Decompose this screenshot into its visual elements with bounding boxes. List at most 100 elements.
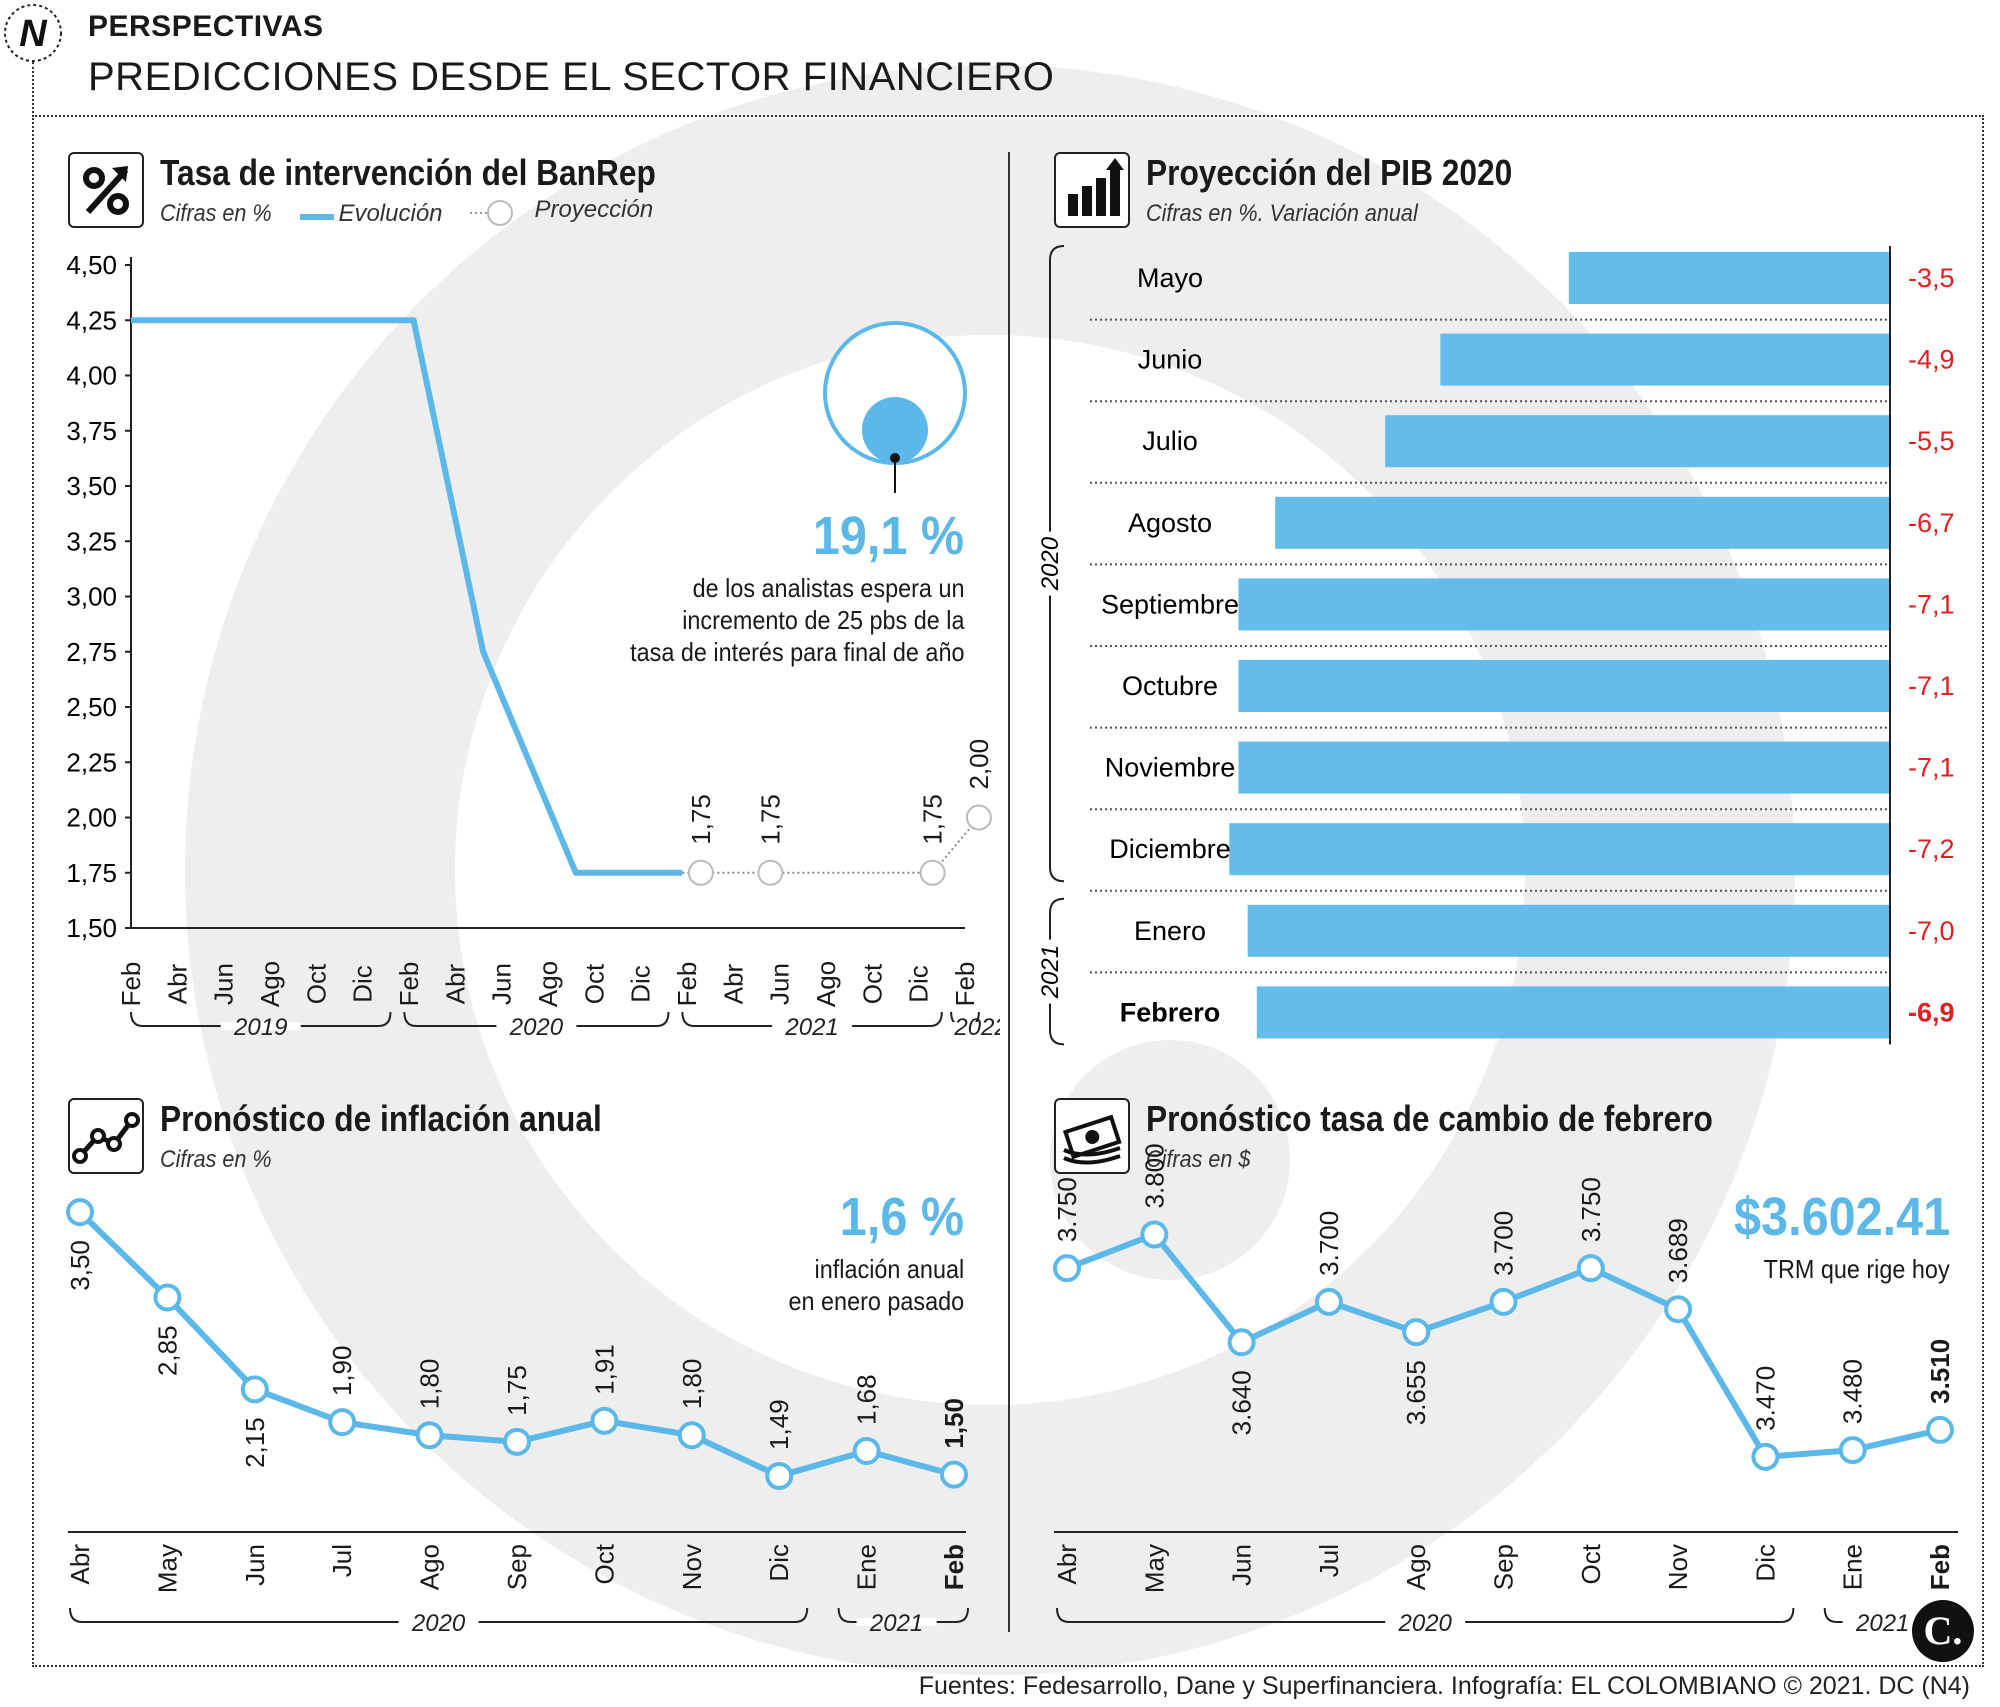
gdp-chart: Mayo -3,5 Junio -4,9 Julio -5,5 Agosto -6,7 Sept… xyxy=(1037,245,1955,1046)
gdp-year-2021-label: 2021 xyxy=(1037,945,1064,999)
inflation-x-tick: Ago xyxy=(415,1544,445,1590)
inflation-point xyxy=(590,1406,619,1435)
inflation-year-2021-label: 2021 xyxy=(869,1610,923,1637)
rate-y-tick: 4,25 xyxy=(66,305,117,335)
rate-year-group-bg xyxy=(772,1022,853,1030)
inflation-x-tick: Jun xyxy=(240,1544,270,1586)
inflation-point xyxy=(153,1283,182,1312)
rate-year-group-bg xyxy=(220,1022,301,1030)
gdp-value-label: -7,2 xyxy=(1908,834,1955,864)
gdp-category-label: Septiembre xyxy=(1101,589,1239,619)
rate-x-tick: Ago xyxy=(533,961,563,1007)
inflation-point xyxy=(940,1460,968,1489)
inflation-x-tick: Abr xyxy=(65,1544,95,1585)
rate-x-tick: Dic xyxy=(904,965,934,1003)
gdp-value-label: -7,1 xyxy=(1908,753,1955,783)
gdp-category-label: Octubre xyxy=(1122,671,1218,701)
inflation-value-label: 1,80 xyxy=(415,1359,445,1410)
rate-legend-projection: Proyección xyxy=(470,196,653,230)
gdp-value-label: -7,0 xyxy=(1908,916,1955,946)
fx-value-label: 3.640 xyxy=(1227,1370,1257,1435)
gdp-bar xyxy=(1238,660,1890,712)
gdp-category-label: Febrero xyxy=(1120,997,1221,1027)
logo-n-icon: N xyxy=(4,4,62,62)
inflation-x-tick: Sep xyxy=(502,1544,532,1590)
rate-callout-text: de los analistas espera un incremento de… xyxy=(630,572,964,668)
inflation-x-tick: Jul xyxy=(327,1544,357,1577)
fx-x-tick: Oct xyxy=(1576,1543,1606,1584)
fx-x-tick: Sep xyxy=(1489,1544,1519,1590)
gdp-year-2020-label: 2020 xyxy=(1037,536,1064,591)
inflation-value-label: 3,50 xyxy=(65,1240,95,1291)
fx-value-label: 3.655 xyxy=(1401,1360,1431,1425)
fx-value-label: 3.750 xyxy=(1576,1177,1606,1242)
gdp-value-label: -3,5 xyxy=(1908,263,1955,293)
inflation-chart: 3,50 Abr 2,85 May 2,15 Jun 1,90 Jul 1,80 Ago 1,75 S… xyxy=(65,1198,969,1637)
gdp-category-label: Diciembre xyxy=(1109,834,1231,864)
gdp-value-label: -7,1 xyxy=(1908,589,1955,619)
inflation-year-2021-bg xyxy=(856,1618,937,1626)
legend-evolution-swatch xyxy=(300,213,334,220)
fx-x-tick: Nov xyxy=(1663,1544,1693,1590)
inflation-title: Pronóstico de inflación anual xyxy=(160,1098,602,1139)
rate-year-group-label: 2022 xyxy=(953,1014,1000,1041)
inflation-point xyxy=(415,1421,444,1450)
rate-y-tick: 3,75 xyxy=(66,416,117,446)
rate-legend: Evolución xyxy=(300,200,443,228)
rate-y-tick: 4,50 xyxy=(66,250,117,280)
fx-year-2020-label: 2020 xyxy=(1398,1610,1453,1637)
fx-year-2021-label: 2021 xyxy=(1855,1610,1909,1637)
gdp-value-label: -6,9 xyxy=(1908,997,1955,1027)
gdp-year-2021-bg xyxy=(1040,939,1060,1004)
rate-projection-label: 1,75 xyxy=(918,794,948,845)
inflation-value-label: 1,80 xyxy=(677,1359,707,1410)
gdp-bar xyxy=(1385,415,1890,468)
fx-year-2021-bg xyxy=(1842,1618,1923,1626)
header-tag: PERSPECTIVAS xyxy=(88,10,324,43)
rate-x-tick: Oct xyxy=(301,963,331,1004)
inflation-callout-line: inflación anual xyxy=(814,1254,964,1284)
header-connector xyxy=(32,62,34,117)
content-frame xyxy=(32,115,1984,1667)
rate-x-tick: Jun xyxy=(209,963,239,1005)
line-chart-icon xyxy=(68,1098,144,1174)
inflation-value-label: 1,90 xyxy=(327,1346,357,1397)
gdp-category-label: Enero xyxy=(1134,916,1206,946)
rate-callout-line: tasa de interés para final de año xyxy=(629,637,964,667)
gdp-bar xyxy=(1229,823,1890,876)
rate-projection-point xyxy=(965,804,992,831)
rate-x-tick: Dic xyxy=(348,965,378,1003)
fx-point xyxy=(1838,1436,1867,1465)
fx-point xyxy=(1314,1287,1343,1316)
rate-projection-point xyxy=(757,859,784,886)
inflation-value-label: 1,68 xyxy=(852,1374,882,1425)
rate-x-tick: Feb xyxy=(116,962,146,1007)
rate-callout-line: incremento de 25 pbs de la xyxy=(681,605,964,635)
money-icon xyxy=(1054,1098,1130,1174)
gdp-subtitle: Cifras en %. Variación anual xyxy=(1146,200,1418,227)
gdp-value-label: -5,5 xyxy=(1908,426,1955,456)
fx-value-label: 3.800 xyxy=(1139,1143,1169,1208)
inflation-value-label: 1,49 xyxy=(764,1399,794,1450)
rate-x-tick: Abr xyxy=(162,963,192,1004)
logo-letter: N xyxy=(19,13,48,55)
rate-chart: 4,50 4,25 4,00 3,75 3,50 3,25 3,00 2,75 2,50 2,25… xyxy=(66,250,1000,1041)
rate-projection-label: 2,00 xyxy=(964,739,994,790)
rate-y-tick: 1,50 xyxy=(66,913,117,943)
fx-value-label: 3.700 xyxy=(1489,1211,1519,1276)
fx-value-label: 3.700 xyxy=(1314,1211,1344,1276)
rate-x-tick: Jun xyxy=(765,963,795,1005)
rate-y-tick: 4,00 xyxy=(66,361,117,391)
inflation-value-label: 2,85 xyxy=(152,1325,182,1376)
inflation-subtitle: Cifras en % xyxy=(160,1146,272,1173)
rate-x-tick: Feb xyxy=(672,962,702,1007)
fx-point xyxy=(1926,1415,1954,1444)
rate-x-tick: Oct xyxy=(579,963,609,1004)
fx-callout-line: TRM que rige hoy xyxy=(1764,1254,1950,1284)
fx-chart: 3.750 Abr 3.800 May 3.640 Jun 3.700 Jul 3.655 Ago… xyxy=(1052,1143,1958,1637)
fx-x-tick: Ene xyxy=(1838,1544,1868,1590)
fx-x-tick: May xyxy=(1139,1544,1169,1593)
target-icon xyxy=(823,321,967,493)
inflation-callout-text: inflación anual en enero pasado xyxy=(788,1253,964,1317)
inflation-value-label: 1,50 xyxy=(939,1398,969,1449)
